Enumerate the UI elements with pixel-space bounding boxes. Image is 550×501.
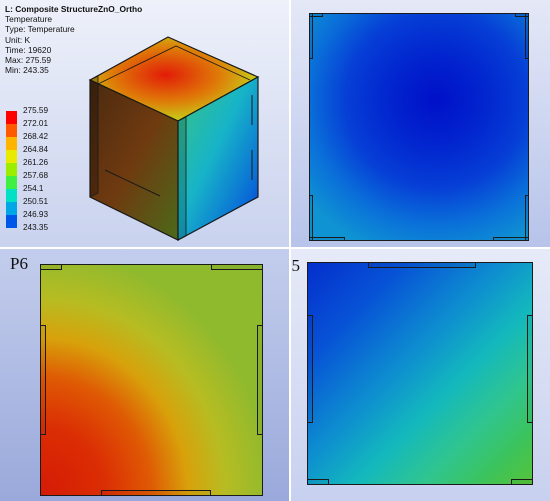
legend-value: 243.35 (23, 223, 49, 232)
slot-mark (211, 264, 263, 270)
slot-mark (525, 13, 529, 59)
slot-mark (368, 262, 476, 268)
legend-value: 268.42 (23, 132, 49, 141)
cube-overview-panel: L: Composite StructureZnO_Ortho Temperat… (0, 0, 289, 247)
legend-swatch (6, 176, 17, 189)
legend-swatch (6, 111, 17, 124)
result-type: Type: Temperature (5, 24, 75, 35)
p4-temperature-map (309, 13, 529, 241)
slot-mark (527, 315, 533, 423)
slot-mark (525, 195, 529, 241)
slot-mark (257, 325, 263, 435)
legend-swatch (6, 150, 17, 163)
legend-value: 246.93 (23, 210, 49, 219)
legend-value: 254.1 (23, 184, 44, 193)
slot-mark (101, 490, 211, 496)
legend-swatch (6, 202, 17, 215)
result-time: Time: 19620 (5, 44, 52, 55)
slot-mark (307, 315, 313, 423)
legend-swatch (6, 215, 17, 228)
p6-temperature-map (40, 264, 263, 496)
slot-mark (511, 479, 533, 485)
legend-swatch (6, 189, 17, 202)
cube-edge-strip (89, 75, 99, 198)
result-info: L: Composite StructureZnO_Ortho Temperat… (5, 4, 142, 75)
slot-mark (307, 479, 329, 485)
result-unit: Unit: K (5, 34, 31, 45)
legend-swatch (6, 137, 17, 150)
p5-temperature-map (307, 262, 533, 485)
slot-mark (40, 325, 46, 435)
cube-top-inner-edge (97, 45, 251, 85)
legend-value: 261.26 (23, 158, 49, 167)
cube-model (88, 36, 260, 242)
legend-swatch (6, 124, 17, 137)
slot-mark (309, 237, 345, 241)
panel-p5: P5 (291, 249, 550, 501)
legend-value: 250.51 (23, 197, 49, 206)
slot-mark (40, 264, 62, 270)
slot-mark (493, 237, 529, 241)
slot-mark (309, 195, 313, 241)
cube-slot-mark (104, 169, 161, 197)
legend-value: 275.59 (23, 106, 49, 115)
slot-mark (309, 13, 313, 59)
legend-value: 264.84 (23, 145, 49, 154)
cube-edge-strip (177, 116, 187, 241)
legend-value: 272.01 (23, 119, 49, 128)
result-quantity: Temperature (5, 14, 53, 25)
panel-p6: P6 (0, 249, 289, 501)
legend-swatch (6, 163, 17, 176)
result-min: Min: 243.35 (5, 65, 49, 76)
panel-p4: P4 (291, 0, 550, 247)
panel-label-p6: P6 (10, 254, 28, 273)
legend-value: 257.68 (23, 171, 49, 180)
result-title: L: Composite StructureZnO_Ortho (5, 4, 143, 14)
panel-label-p5: P5 (291, 256, 300, 275)
result-max: Max: 275.59 (5, 55, 52, 66)
